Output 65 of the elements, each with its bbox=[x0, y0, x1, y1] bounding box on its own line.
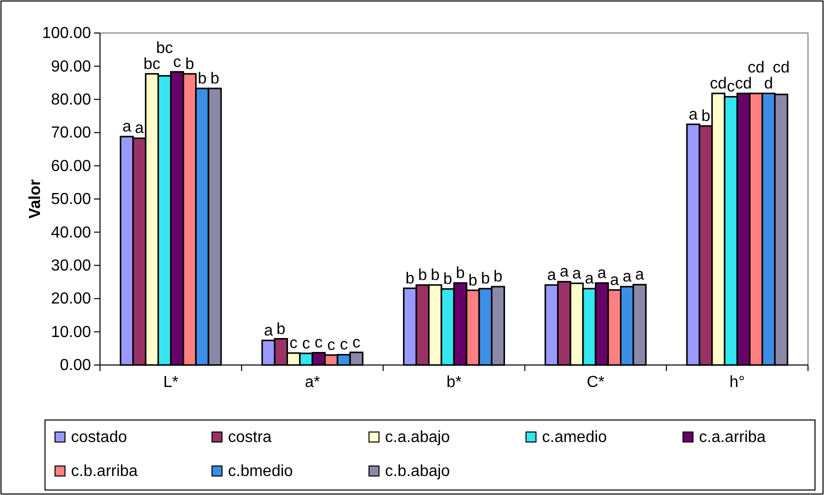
y-tick-label: 0.00 bbox=[60, 357, 92, 374]
data-label: c bbox=[290, 335, 298, 352]
data-label: bc bbox=[156, 40, 173, 57]
data-label: a bbox=[547, 266, 556, 284]
data-label: b bbox=[456, 264, 465, 282]
y-tick-label: 30.00 bbox=[50, 258, 92, 275]
data-label: b bbox=[198, 70, 207, 88]
legend-label: c.a.arriba bbox=[699, 429, 766, 446]
y-tick-label: 90.00 bbox=[50, 58, 92, 76]
data-label: c bbox=[327, 337, 336, 354]
y-axis-title: Valor bbox=[27, 179, 44, 219]
data-label: c bbox=[726, 78, 735, 96]
data-label: a bbox=[622, 268, 632, 286]
data-label: b bbox=[494, 268, 503, 286]
legend-label: costra bbox=[228, 429, 272, 446]
data-label: a bbox=[122, 118, 132, 136]
data-label: b bbox=[406, 270, 415, 288]
data-label: b bbox=[418, 266, 428, 284]
legend-label: c.bmedio bbox=[228, 463, 294, 480]
data-label: c bbox=[302, 335, 310, 352]
legend-label: c.b.arriba bbox=[71, 463, 138, 480]
y-tick-label: 100.00 bbox=[42, 25, 92, 42]
y-tick-label: 40.00 bbox=[50, 224, 92, 242]
data-label: cd bbox=[710, 75, 727, 92]
x-tick-label: a* bbox=[304, 374, 320, 392]
data-label: a bbox=[572, 265, 582, 282]
data-label: a bbox=[560, 264, 569, 281]
x-tick-label: L* bbox=[163, 374, 178, 392]
y-tick-label: 10.00 bbox=[50, 324, 92, 341]
data-label: d bbox=[764, 75, 774, 92]
x-tick-label: C* bbox=[586, 374, 604, 392]
y-tick-label: 20.00 bbox=[50, 290, 92, 308]
data-label: b bbox=[430, 266, 440, 284]
data-label: b bbox=[468, 272, 478, 290]
data-label: a bbox=[597, 264, 606, 282]
legend-label: c.a.abajo bbox=[385, 429, 450, 446]
data-label: b bbox=[701, 108, 710, 125]
x-tick-label: b* bbox=[446, 374, 462, 392]
data-label: bc bbox=[143, 56, 160, 73]
data-label: c bbox=[340, 336, 348, 354]
data-label: a bbox=[264, 322, 273, 340]
data-label: b bbox=[210, 70, 220, 88]
data-label: b bbox=[276, 320, 286, 338]
data-label: cd bbox=[772, 59, 790, 76]
y-tick-label: 80.00 bbox=[50, 92, 92, 109]
data-label: b bbox=[443, 270, 452, 288]
data-label: a bbox=[584, 270, 594, 288]
data-label: cd bbox=[735, 75, 752, 92]
y-tick-label: 60.00 bbox=[50, 158, 92, 175]
x-tick-label: h° bbox=[730, 374, 745, 392]
data-label: c bbox=[314, 334, 323, 352]
data-label: a bbox=[610, 272, 619, 289]
legend-label: c.b.abajo bbox=[385, 463, 450, 480]
legend-label: costado bbox=[71, 429, 128, 446]
data-label: a bbox=[635, 266, 644, 284]
data-label: b bbox=[185, 56, 194, 73]
data-label: cd bbox=[748, 59, 765, 76]
y-tick-label: 50.00 bbox=[50, 191, 92, 208]
y-tick-label: 70.00 bbox=[50, 124, 92, 142]
data-label: b bbox=[480, 270, 490, 288]
data-label: c bbox=[352, 334, 360, 352]
data-label: a bbox=[134, 120, 144, 138]
legend-label: c.amedio bbox=[542, 429, 608, 446]
data-label: a bbox=[688, 106, 698, 124]
data-label: c bbox=[173, 54, 182, 71]
